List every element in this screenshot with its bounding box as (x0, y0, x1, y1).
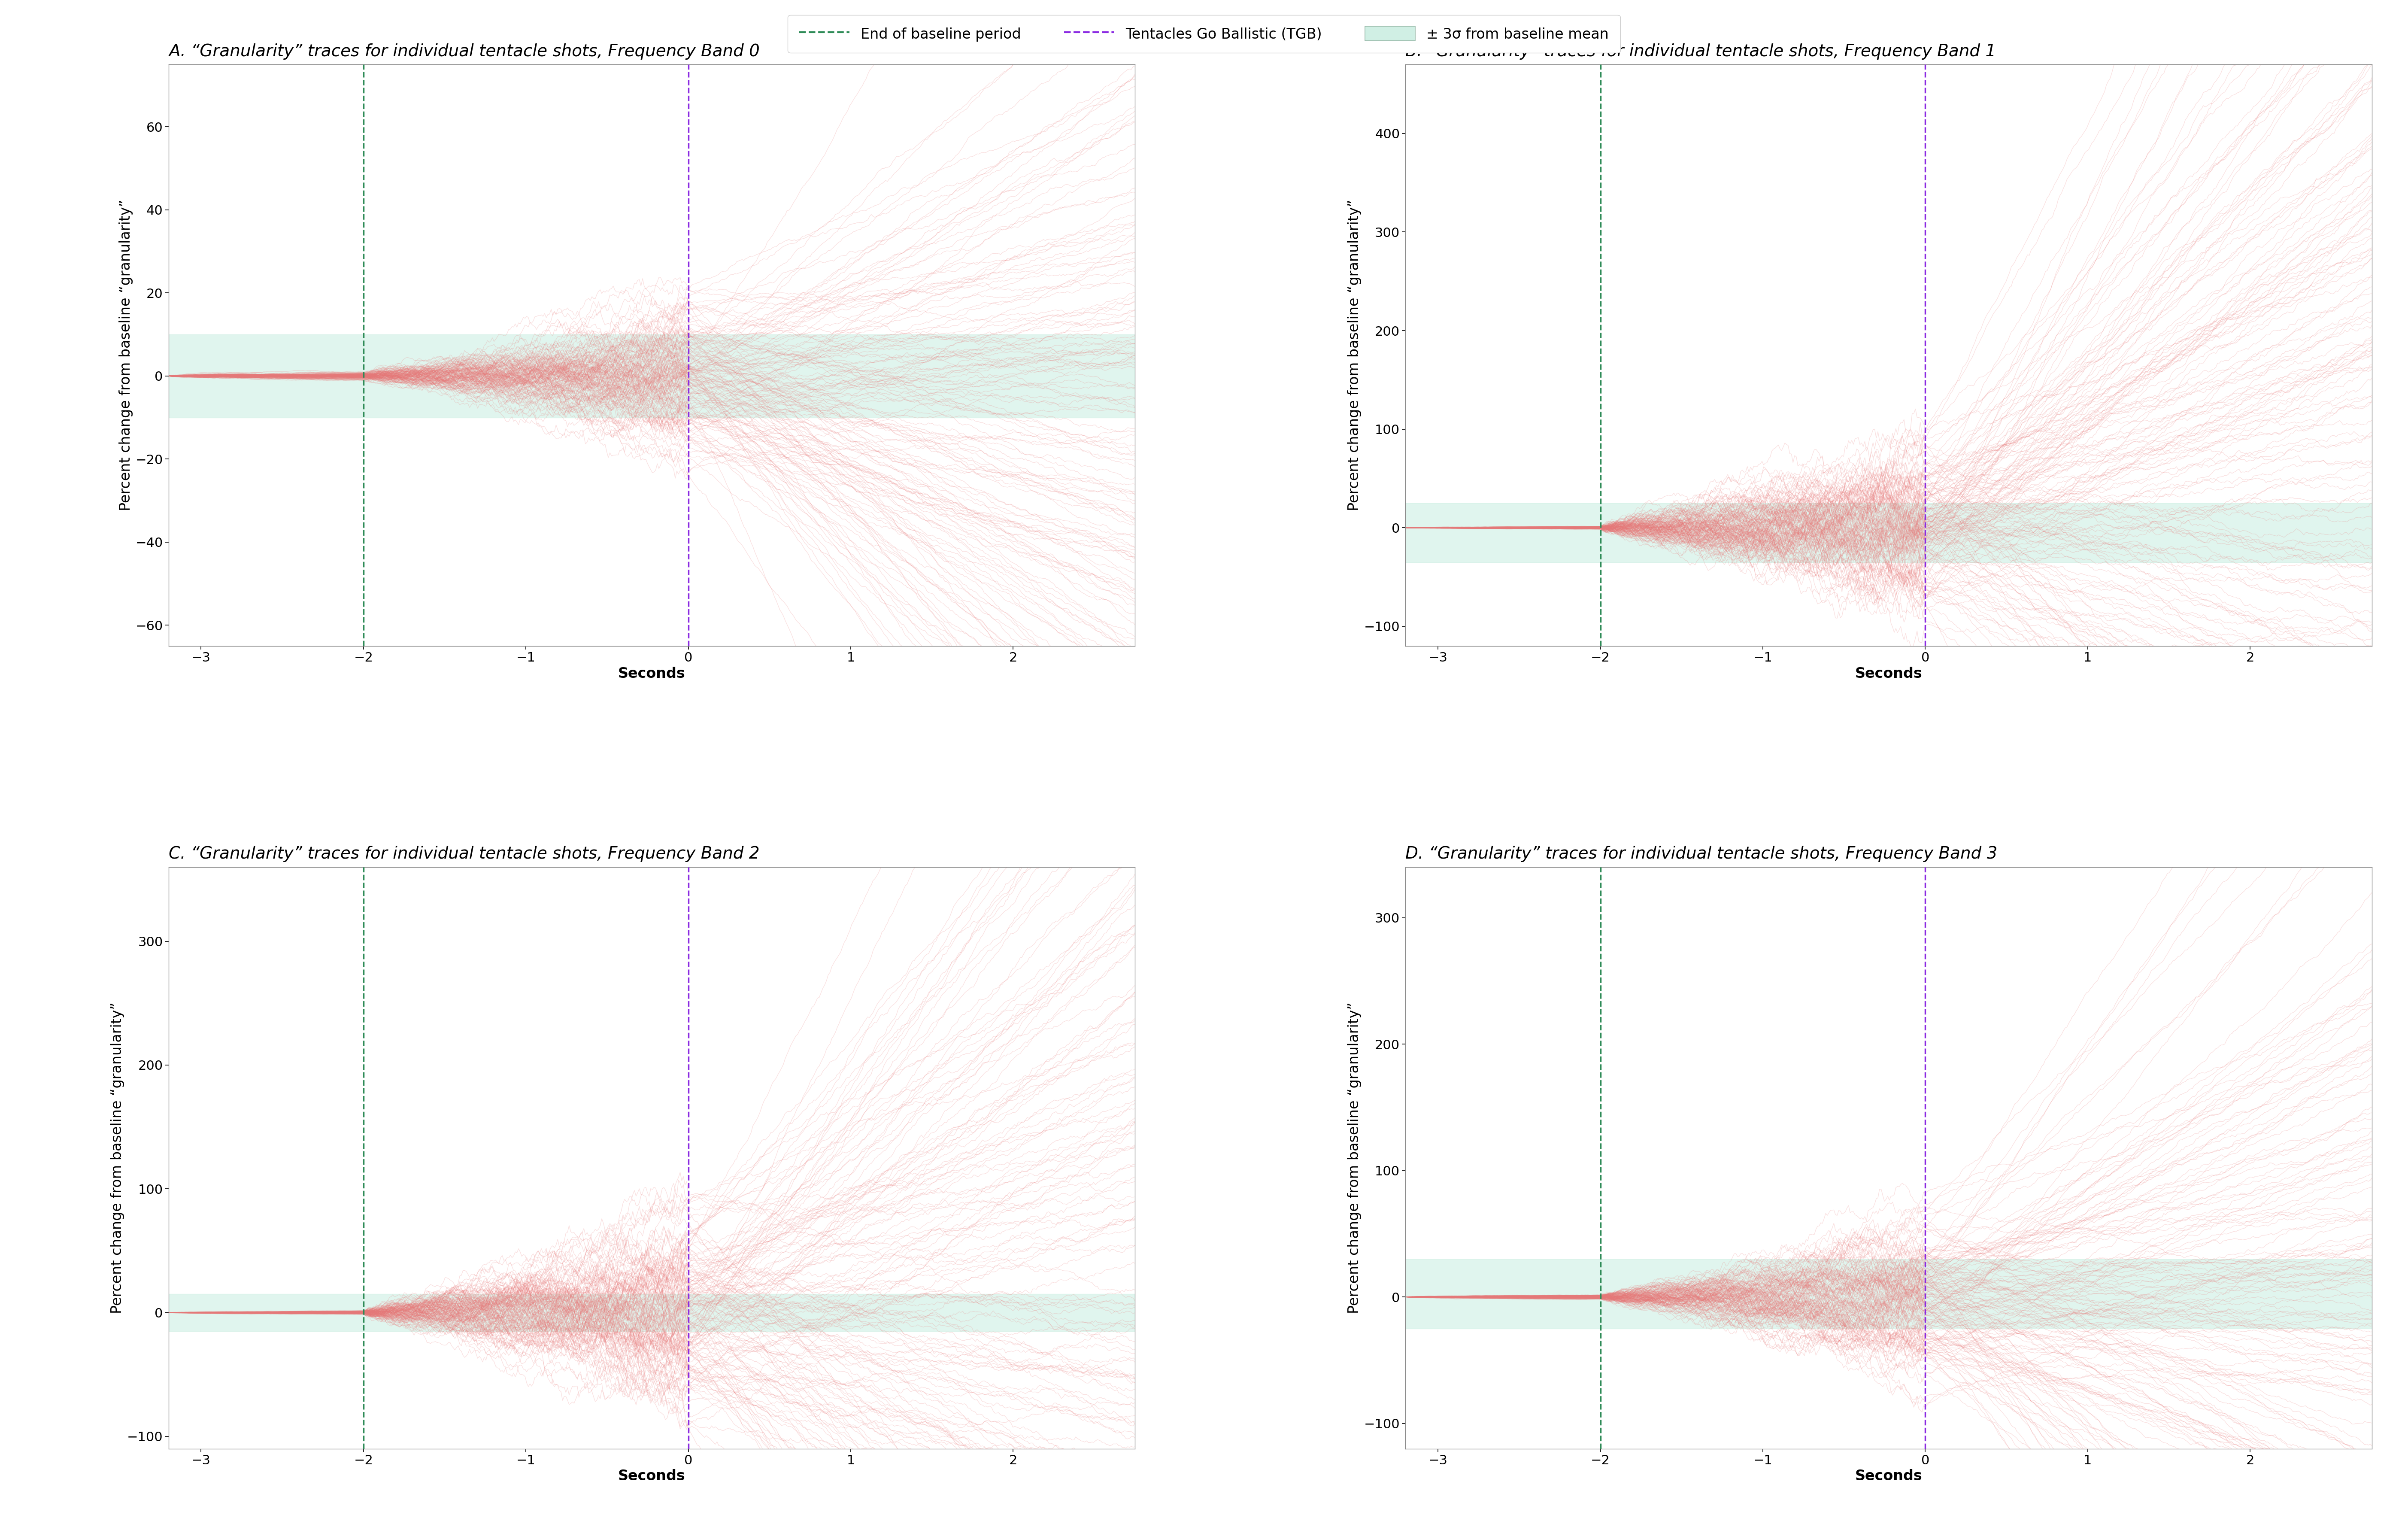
Y-axis label: Percent change from baseline “granularity”: Percent change from baseline “granularit… (111, 1003, 125, 1314)
X-axis label: Seconds: Seconds (1854, 1469, 1922, 1484)
Y-axis label: Percent change from baseline “granularity”: Percent change from baseline “granularit… (1348, 1003, 1361, 1314)
Y-axis label: Percent change from baseline “granularity”: Percent change from baseline “granularit… (1348, 199, 1361, 510)
Y-axis label: Percent change from baseline “granularity”: Percent change from baseline “granularit… (118, 199, 132, 510)
X-axis label: Seconds: Seconds (619, 1469, 686, 1484)
Text: C. “Granularity” traces for individual tentacle shots, Frequency Band 2: C. “Granularity” traces for individual t… (169, 846, 759, 862)
Bar (169, 1294, 1134, 1331)
X-axis label: Seconds: Seconds (1854, 667, 1922, 681)
Text: B. “Granularity” traces for individual tentacle shots, Frequency Band 1: B. “Granularity” traces for individual t… (1406, 43, 1996, 60)
Text: D. “Granularity” traces for individual tentacle shots, Frequency Band 3: D. “Granularity” traces for individual t… (1406, 846, 1999, 862)
Legend: End of baseline period, Tentacles Go Ballistic (TGB), ± 3σ from baseline mean: End of baseline period, Tentacles Go Bal… (787, 15, 1621, 52)
X-axis label: Seconds: Seconds (619, 667, 686, 681)
Text: A. “Granularity” traces for individual tentacle shots, Frequency Band 0: A. “Granularity” traces for individual t… (169, 43, 759, 60)
Bar (1406, 1259, 2372, 1329)
Bar (169, 334, 1134, 417)
Bar (1406, 503, 2372, 563)
